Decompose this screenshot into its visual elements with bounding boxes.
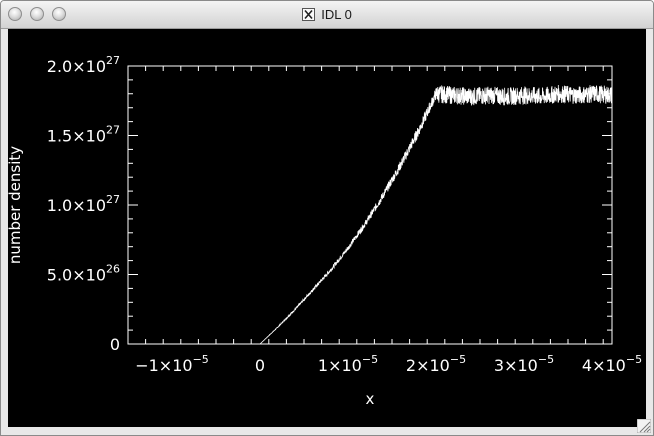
- x11-icon: [302, 8, 316, 21]
- y-tick-label: 1.5×1027: [47, 124, 120, 146]
- y-tick-label: 1.0×1027: [47, 193, 120, 215]
- x-tick-label: 0: [255, 356, 265, 375]
- title-bar[interactable]: IDL 0: [1, 1, 653, 29]
- close-window-button[interactable]: [8, 7, 22, 21]
- x-tick-label: 3×10−5: [494, 353, 554, 375]
- x-tick-label: 4×10−5: [582, 353, 642, 375]
- x-tick-label: −1×10−5: [135, 353, 209, 375]
- y-tick-label: 2.0×1027: [47, 54, 120, 76]
- y-tick-label: 5.0×1026: [47, 263, 120, 285]
- plot-frame: [127, 65, 613, 345]
- minimize-window-button[interactable]: [30, 7, 44, 21]
- x-tick-label: 1×10−5: [318, 353, 378, 375]
- zoom-window-button[interactable]: [52, 7, 66, 21]
- series-line: [259, 85, 613, 345]
- window-title: IDL 0: [321, 7, 352, 22]
- line-chart: −1×10−5 0 1×10−5 2×10−5 3×10−5 4×10−5 0 5.0×10…: [6, 54, 642, 408]
- x-axis-label: x: [366, 390, 375, 408]
- y-tick-label: 0: [110, 335, 120, 354]
- resize-grip-icon[interactable]: [637, 419, 651, 433]
- plot-canvas: −1×10−5 0 1×10−5 2×10−5 3×10−5 4×10−5 0 5.0×10…: [6, 29, 646, 427]
- y-axis-label: number density: [8, 146, 24, 264]
- x-tick-label: 2×10−5: [406, 353, 466, 375]
